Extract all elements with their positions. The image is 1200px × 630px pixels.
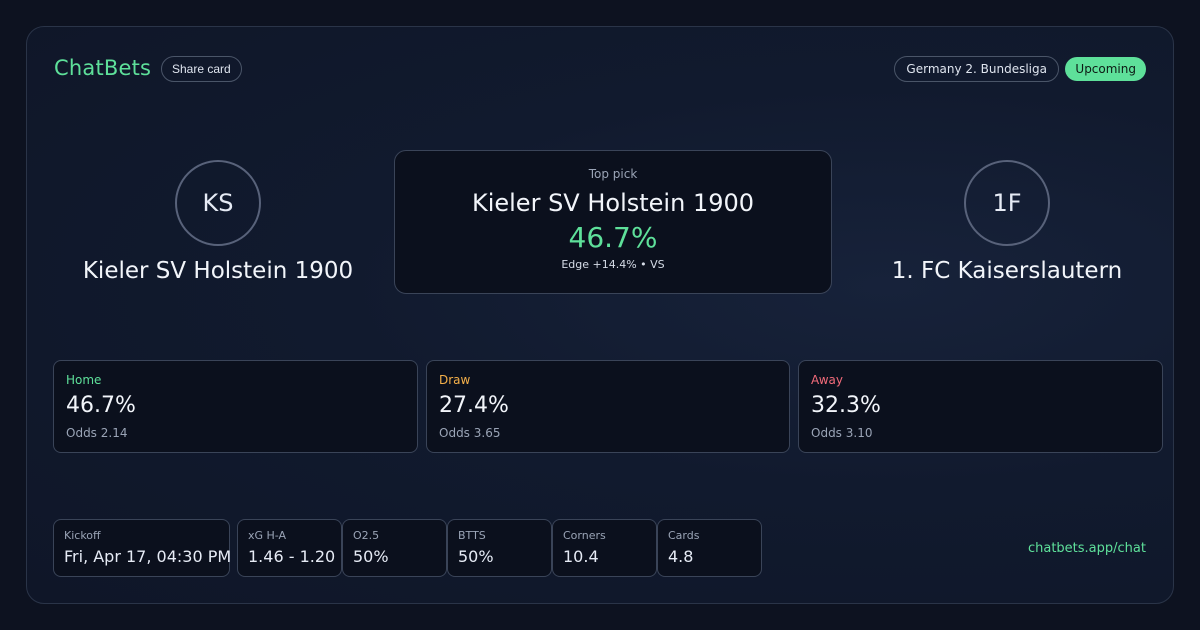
stat-label: xG H-A [248, 529, 287, 542]
outcome-odds: Odds 3.10 [811, 426, 873, 440]
chat-link[interactable]: chatbets.app/chat [1027, 541, 1146, 556]
stat-value: 10.4 [563, 547, 599, 566]
outcome-label: Away [811, 373, 843, 387]
stat-value: 50% [458, 547, 494, 566]
outcome-label: Home [66, 373, 102, 387]
stat-label: Cards [668, 529, 700, 542]
stat-value: 4.8 [668, 547, 694, 566]
away-team-avatar: 1F [964, 160, 1050, 246]
stat-over-2-5: O2.5 50% [342, 519, 447, 577]
stat-label: Corners [563, 529, 606, 542]
brand-logo: ChatBets [54, 56, 152, 80]
top-pick-probability: 46.7% [568, 221, 658, 254]
outcome-odds: Odds 3.65 [439, 426, 501, 440]
outcome-probability: 27.4% [439, 393, 509, 418]
outcome-label: Draw [439, 373, 471, 387]
stat-kickoff: Kickoff Fri, Apr 17, 04:30 PM [53, 519, 232, 577]
outcome-odds: Odds 2.14 [66, 426, 128, 440]
home-team: KS Kieler SV Holstein 1900 [53, 160, 383, 284]
outcome-probability: 32.3% [811, 393, 881, 418]
share-card-button[interactable]: Share card [161, 56, 242, 82]
top-pick-panel: Top pick Kieler SV Holstein 1900 46.7% E… [394, 150, 832, 294]
stat-label: Kickoff [64, 529, 101, 542]
top-pick-label: Top pick [588, 167, 638, 181]
stat-cards: Cards 4.8 [657, 519, 762, 577]
stat-value: 50% [353, 547, 389, 566]
home-team-name: Kieler SV Holstein 1900 [82, 258, 354, 284]
stat-corners: Corners 10.4 [552, 519, 657, 577]
home-team-avatar: KS [175, 160, 261, 246]
stat-xg: xG H-A 1.46 - 1.20 [237, 519, 342, 577]
away-team-name: 1. FC Kaiserslautern [891, 258, 1123, 284]
league-badge: Germany 2. Bundesliga [894, 56, 1059, 82]
stat-btts: BTTS 50% [447, 519, 552, 577]
stat-label: BTTS [458, 529, 486, 542]
stat-value: Fri, Apr 17, 04:30 PM [64, 547, 232, 566]
top-pick-edge: Edge +14.4% • VS [561, 258, 665, 271]
status-badge: Upcoming [1065, 57, 1146, 81]
top-pick-team: Kieler SV Holstein 1900 [471, 189, 755, 217]
outcome-probability: 46.7% [66, 393, 136, 418]
stat-label: O2.5 [353, 529, 380, 542]
outcome-draw-card: Draw 27.4% Odds 3.65 [426, 360, 790, 453]
stat-value: 1.46 - 1.20 [248, 547, 336, 566]
share-card: ChatBets Share card Germany 2. Bundeslig… [26, 26, 1174, 604]
outcome-home-card: Home 46.7% Odds 2.14 [53, 360, 418, 453]
away-team: 1F 1. FC Kaiserslautern [842, 160, 1172, 284]
outcome-away-card: Away 32.3% Odds 3.10 [798, 360, 1163, 453]
